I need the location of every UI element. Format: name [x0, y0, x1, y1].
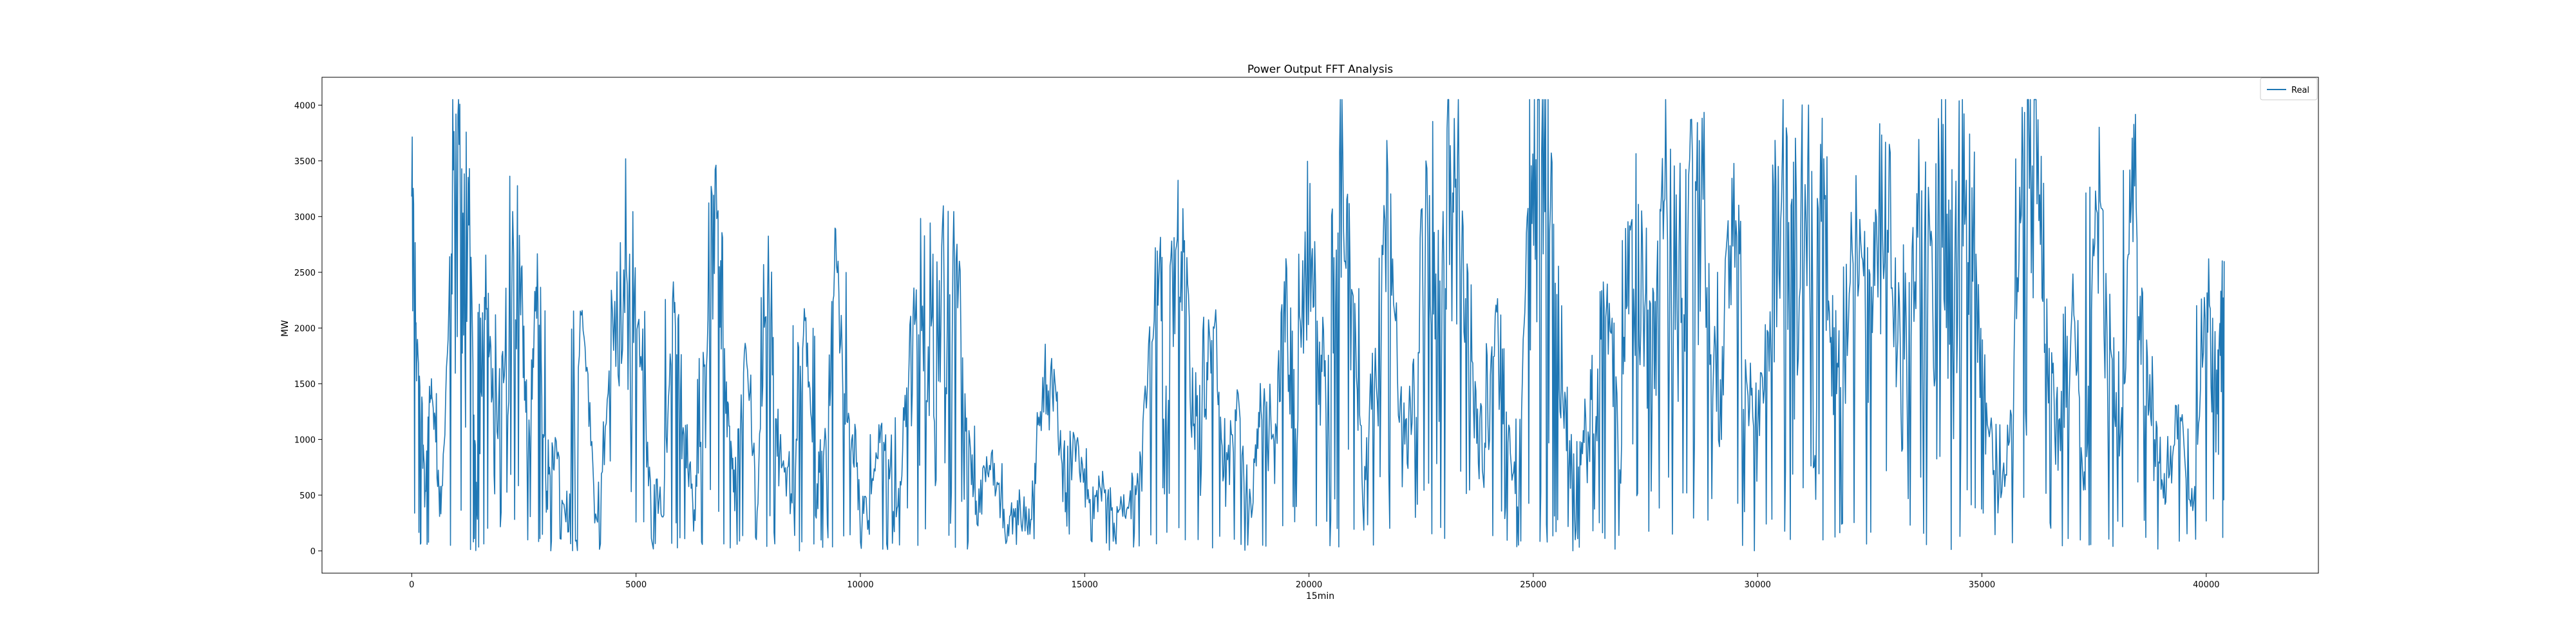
x-tick-label: 15000 — [1072, 580, 1098, 590]
x-tick-label: 10000 — [847, 580, 873, 590]
y-tick-label: 3500 — [294, 157, 316, 167]
legend: Real — [2260, 77, 2318, 100]
y-tick-label: 3000 — [294, 213, 316, 222]
x-tick-label: 40000 — [2193, 580, 2219, 590]
y-tick-label: 1500 — [294, 380, 316, 390]
legend-box — [2260, 77, 2318, 100]
x-tick-label: 20000 — [1296, 580, 1322, 590]
x-axis-label: 15min — [1306, 591, 1334, 601]
x-tick-label: 35000 — [1969, 580, 1995, 590]
y-tick-label: 2500 — [294, 269, 316, 278]
y-axis-label: MW — [280, 320, 290, 337]
y-tick-label: 1000 — [294, 435, 316, 445]
x-axis: 0 5000 10000 15000 20000 25000 30000 35000 40000 — [409, 573, 2220, 590]
x-tick-label: 30000 — [1745, 580, 1771, 590]
legend-label-real: Real — [2291, 86, 2309, 95]
chart-title: Power Output FFT Analysis — [1247, 63, 1393, 76]
y-tick-label: 500 — [299, 491, 316, 501]
x-tick-label: 25000 — [1520, 580, 1546, 590]
series-line-real — [411, 99, 2225, 552]
x-tick-label: 0 — [409, 580, 414, 590]
y-tick-label: 0 — [310, 547, 316, 556]
x-tick-label: 5000 — [625, 580, 647, 590]
y-tick-label: 4000 — [294, 101, 316, 111]
y-tick-label: 2000 — [294, 324, 316, 334]
plot-area — [321, 77, 2319, 574]
y-axis: 0 500 1000 1500 2000 2500 3000 3500 4000 — [294, 101, 322, 556]
